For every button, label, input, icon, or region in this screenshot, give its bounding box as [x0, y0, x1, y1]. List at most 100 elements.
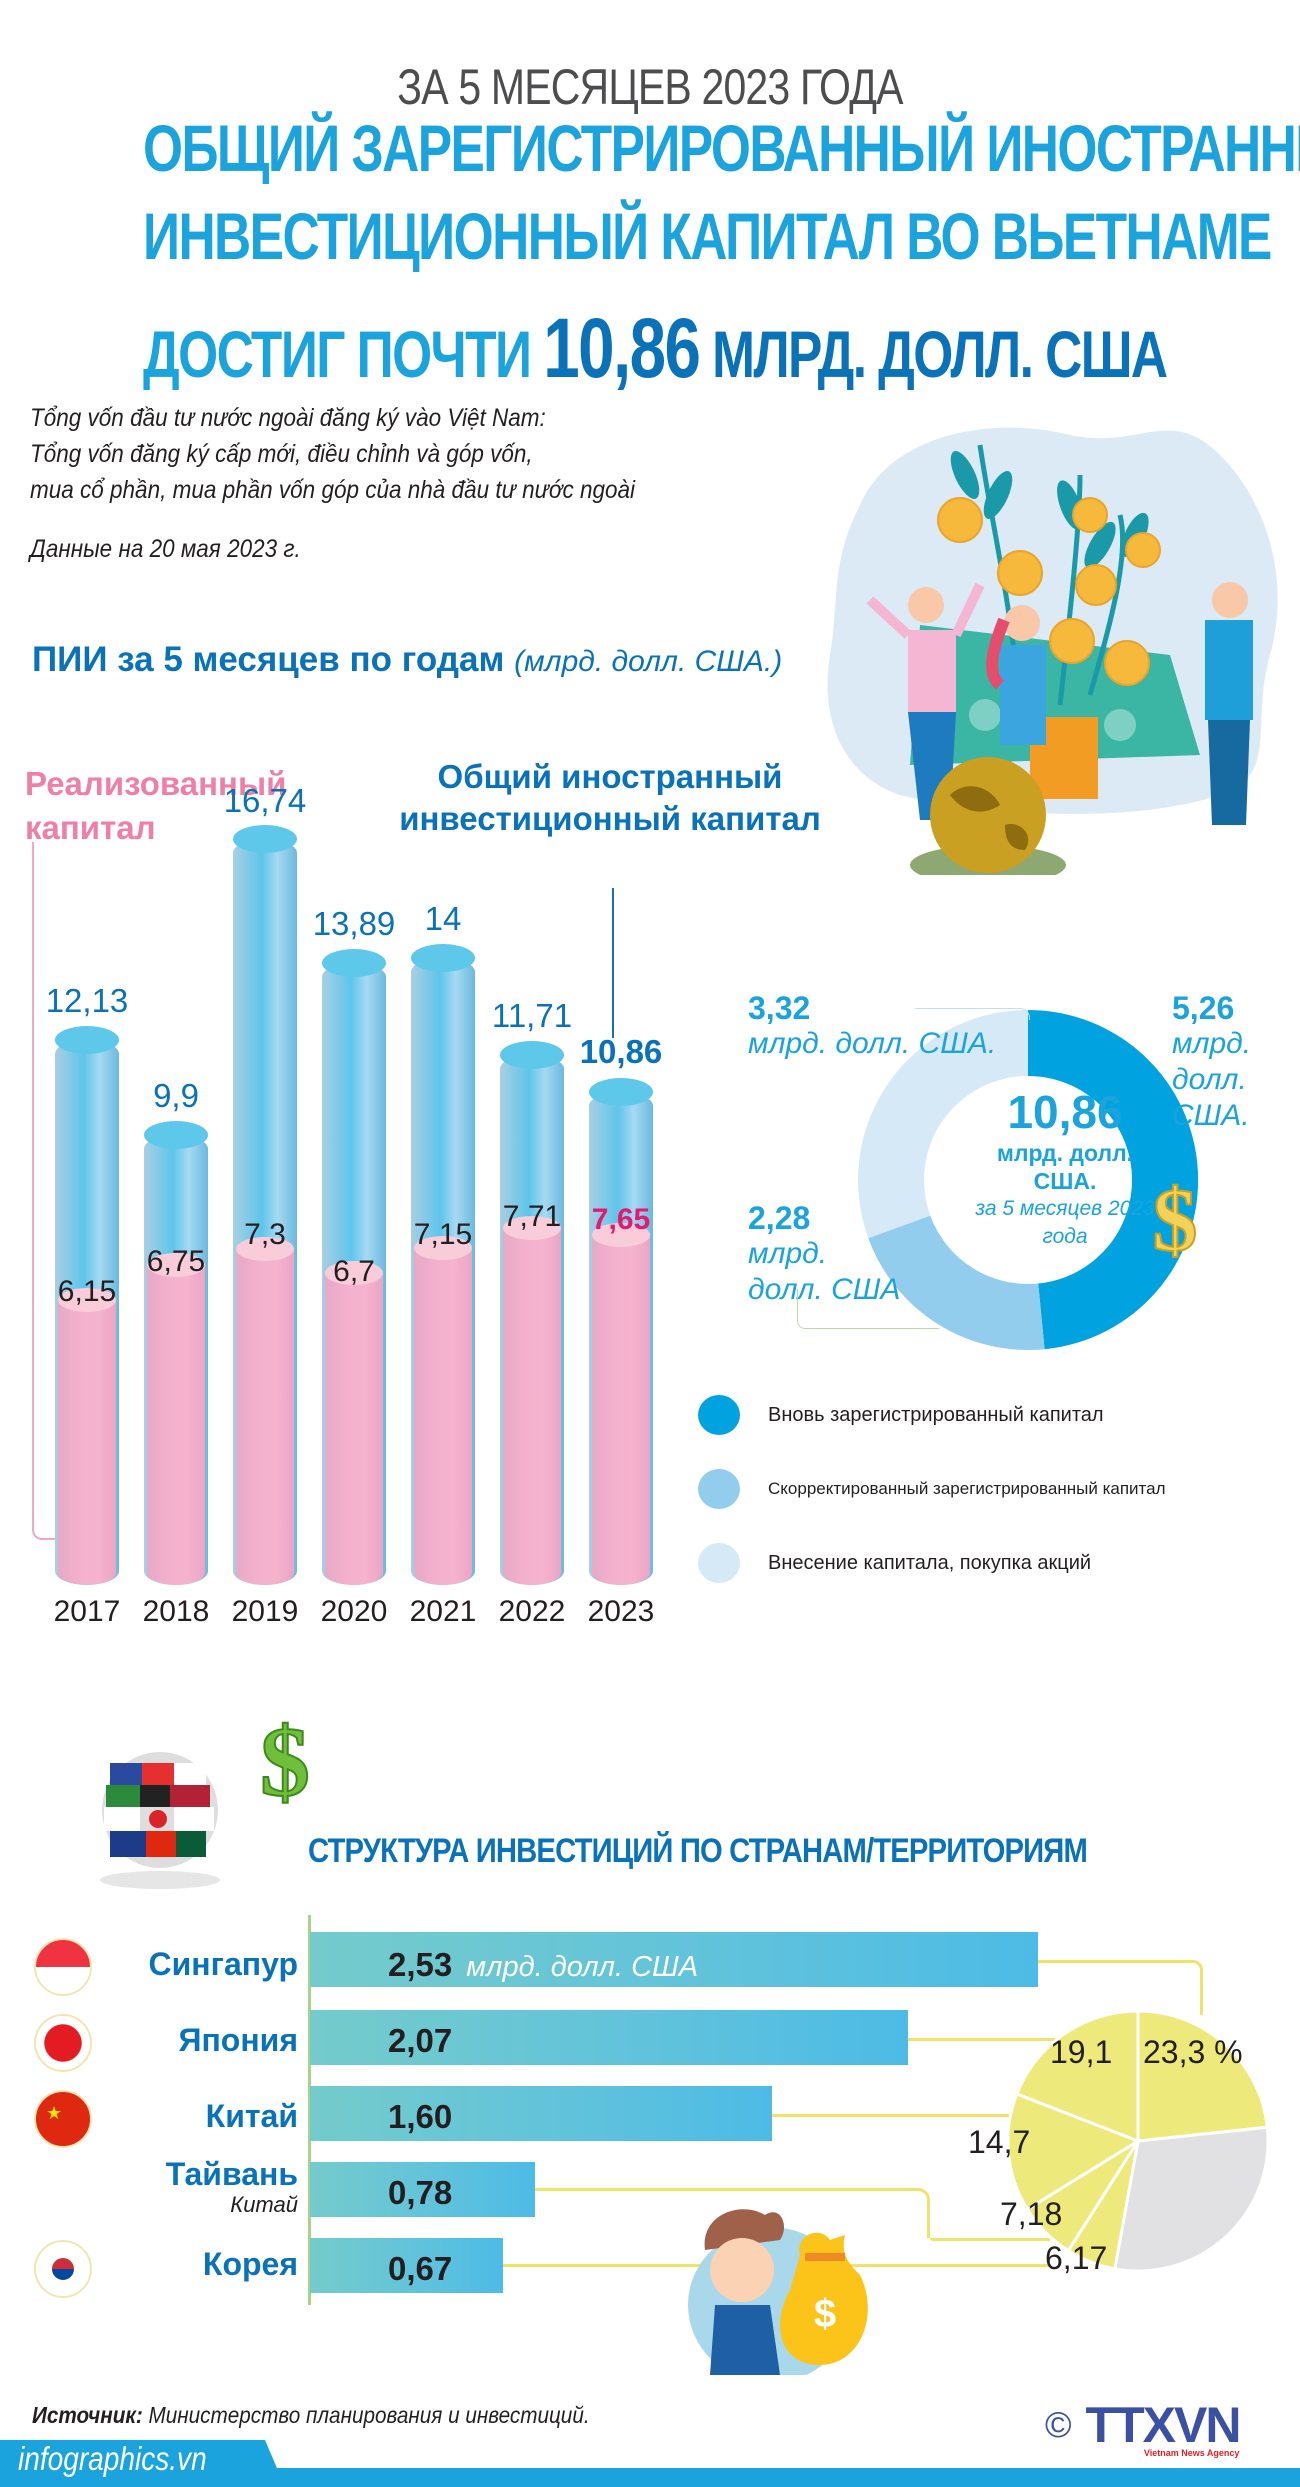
- slice-unit-capital-contribution: млрд. долл. США.: [748, 1027, 997, 1060]
- total-value-2017: 12,13: [45, 982, 129, 1019]
- bar-realized-2023: [592, 1223, 650, 1585]
- country-value-singapore: 2,53 млрд. долл. США: [388, 1946, 698, 1984]
- man-thinking-icon: [1205, 582, 1253, 825]
- share-taiwan: 7,18: [1000, 2196, 1063, 2232]
- subtitle: ЗА 5 МЕСЯЦЕВ 2023 ГОДА: [397, 59, 903, 115]
- logo-text: TTXVN: [1085, 2397, 1242, 2453]
- donut-label-capital-contribution: 3,32 млрд. долл. США.: [748, 990, 996, 1062]
- year-label-2019: 2019: [231, 1595, 299, 1628]
- flag-china-icon: ★: [34, 2090, 92, 2148]
- total-value-2023: 10,86: [579, 1033, 663, 1070]
- legend-dot-new-capital: [698, 1395, 740, 1435]
- country-value-china: 1,60: [388, 2098, 453, 2135]
- donut-period-1: за 5 месяцев 2023: [975, 1197, 1155, 1220]
- country-unit-label: млрд. долл. США: [466, 1951, 699, 1983]
- pie-slice-others: [1113, 2125, 1270, 2273]
- source-label: Источник:: [32, 2402, 143, 2428]
- country-name-singapore: Сингапур: [148, 1946, 298, 1982]
- title-unit: МЛРД. ДОЛЛ. США: [712, 317, 1168, 391]
- title-total-value: 10,86: [543, 301, 701, 395]
- connector-singapore: [1038, 1960, 1203, 2015]
- realized-value-2019: 7,3: [244, 1218, 286, 1251]
- realized-value-2021: 7,15: [413, 1218, 473, 1251]
- intro-line-1: Tổng vốn đầu tư nước ngoài đăng ký vào V…: [30, 404, 546, 432]
- realized-value-2023: 7,65: [591, 1203, 651, 1236]
- copyright-icon: ©: [1045, 2404, 1072, 2445]
- svg-text:$: $: [260, 1715, 310, 1817]
- slice-value-capital-contribution: 3,32: [748, 990, 811, 1026]
- country-bar-singapore: [310, 1932, 1038, 1987]
- slice-unit-adjusted-capital-1: млрд.: [748, 1237, 828, 1270]
- country-name-korea: Корея: [202, 2246, 298, 2282]
- realized-label-line-2: капитал: [25, 809, 156, 846]
- title-line-2: ИНВЕСТИЦИОННЫЙ КАПИТАЛ ВО ВЬЕТНАМЕ: [143, 199, 1272, 273]
- country-bar-axis: [308, 1915, 311, 2305]
- realized-label-line-1: Реализованный: [25, 765, 287, 802]
- bar-total-2019: [233, 825, 297, 1585]
- value-singapore: 2,53: [388, 1946, 453, 1983]
- gold-dollar-sign-icon: $: [1152, 1170, 1199, 1265]
- realized-value-2017: 6,15: [57, 1275, 117, 1308]
- golden-globe-icon: [910, 757, 1066, 875]
- svg-text:$: $: [1153, 1171, 1198, 1265]
- bar-chart-title: ПИИ за 5 месяцев по годам (млрд. долл. С…: [32, 640, 782, 680]
- legend-label-adjusted-capital: Скорректированный зарегистрированный кап…: [768, 1479, 1166, 1498]
- donut-unit-1: млрд. долл.: [996, 1140, 1134, 1166]
- bar-total-2018: [144, 1121, 208, 1585]
- year-label-2021: 2021: [409, 1595, 477, 1628]
- legend-dot-adjusted-capital: [698, 1469, 740, 1509]
- intro-line-2: Tổng vốn đăng ký cấp mới, điều chỉnh và …: [30, 440, 533, 468]
- bar-realized-2019: [236, 1237, 294, 1585]
- legend-item-adjusted-capital: Скорректированный зарегистрированный кап…: [698, 1469, 1166, 1509]
- bar-total-2017: [55, 1026, 119, 1585]
- country-name-japan: Япония: [178, 2022, 298, 2058]
- intro-line-3: mua cổ phần, mua phần vốn góp của nhà đầ…: [30, 476, 636, 504]
- source-text: Министерство планирования и инвестиций.: [148, 2402, 590, 2428]
- businessman-money-bag-icon: $: [688, 2209, 868, 2375]
- country-bar-china: [310, 2086, 772, 2141]
- flag-korea-icon: [34, 2240, 92, 2298]
- country-value-taiwan: 0,78: [388, 2174, 453, 2211]
- title-prefix: ДОСТИГ ПОЧТИ: [143, 317, 532, 391]
- total-value-2019: 16,74: [223, 782, 307, 819]
- slice-unit-new-capital-1: млрд.: [1172, 1027, 1252, 1060]
- realized-value-2018: 6,75: [146, 1245, 206, 1278]
- bar-total-2023: [589, 1078, 653, 1585]
- year-label-2022: 2022: [498, 1595, 566, 1628]
- country-share-pie: [1006, 2009, 1270, 2273]
- slice-unit-new-capital-3: США.: [1172, 1099, 1250, 1132]
- country-value-korea: 0,67: [388, 2250, 453, 2287]
- year-label-2023: 2023: [587, 1595, 655, 1628]
- realized-value-2020: 6,7: [333, 1255, 375, 1288]
- connector-japan: [908, 2038, 1058, 2041]
- footer-bar: [0, 2468, 1300, 2487]
- flag-globe-icon: $: [100, 1715, 311, 1889]
- total-pointer-line: [612, 888, 614, 1038]
- connector-taiwan: [535, 2188, 930, 2238]
- share-korea: 6,17: [1045, 2240, 1108, 2276]
- pie-slice-china: [1006, 2091, 1142, 2212]
- donut-slice-new-capital: [1028, 1009, 1199, 1350]
- year-label-2017: 2017: [53, 1595, 121, 1628]
- leader-line-capital-contribution: [915, 1008, 1030, 1020]
- investment-illustration: [827, 427, 1278, 875]
- total-value-2021: 14: [424, 900, 462, 937]
- total-value-2018: 9,9: [153, 1077, 199, 1114]
- total-label-line-2: инвестиционный капитал: [399, 800, 821, 837]
- bar-realized-2021: [414, 1236, 472, 1585]
- total-label-line-1: Общий иностранный: [437, 758, 783, 795]
- legend-item-new-capital: Вновь зарегистрированный капитал: [698, 1395, 1104, 1435]
- pie-slice-singapore: [1136, 2009, 1269, 2143]
- country-name-taiwan: Тайвань: [165, 2156, 298, 2192]
- country-value-japan: 2,07: [388, 2022, 453, 2059]
- svg-text:$: $: [814, 2292, 836, 2336]
- bar-total-2021: [411, 944, 475, 1585]
- woman-holding-coin-icon: [986, 605, 1046, 745]
- realized-value-2022: 7,71: [502, 1200, 562, 1233]
- intro-text: Tổng vốn đầu tư nước ngoài đăng ký vào V…: [30, 400, 635, 508]
- site-link[interactable]: infographics.vn: [18, 2440, 207, 2477]
- logo-wordmark: TTXVN Vietnam News Agency: [1086, 2400, 1242, 2458]
- legend-item-capital-contribution: Внесение капитала, покупка акций: [698, 1543, 1091, 1583]
- donut-slice-adjusted-capital: [868, 1215, 1045, 1351]
- donut-center-label: 10,86 млрд. долл. США. за 5 месяцев 2023…: [940, 1085, 1190, 1251]
